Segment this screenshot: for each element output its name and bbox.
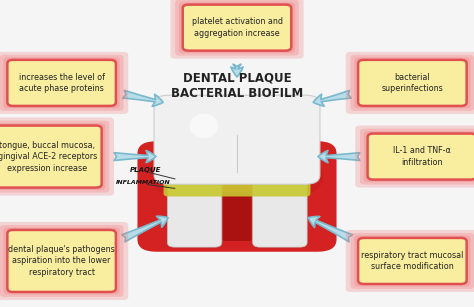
Ellipse shape [269, 157, 323, 196]
FancyBboxPatch shape [368, 134, 474, 180]
FancyBboxPatch shape [167, 177, 222, 247]
FancyBboxPatch shape [253, 177, 307, 247]
FancyBboxPatch shape [4, 57, 119, 108]
Text: dental plaque's pathogens
aspiration into the lower
respiratory tract: dental plaque's pathogens aspiration int… [8, 245, 115, 277]
FancyBboxPatch shape [154, 95, 320, 184]
FancyBboxPatch shape [137, 141, 337, 252]
FancyBboxPatch shape [358, 60, 466, 106]
FancyBboxPatch shape [0, 55, 123, 111]
FancyBboxPatch shape [354, 57, 470, 108]
FancyBboxPatch shape [360, 129, 474, 185]
FancyBboxPatch shape [0, 123, 105, 190]
FancyBboxPatch shape [223, 192, 251, 241]
Text: platelet activation and
aggregation increase: platelet activation and aggregation incr… [191, 17, 283, 38]
FancyBboxPatch shape [0, 225, 123, 297]
FancyBboxPatch shape [0, 222, 128, 300]
FancyBboxPatch shape [364, 131, 474, 182]
FancyBboxPatch shape [350, 233, 474, 289]
FancyBboxPatch shape [182, 5, 291, 51]
FancyBboxPatch shape [0, 121, 109, 192]
FancyBboxPatch shape [350, 55, 474, 111]
FancyBboxPatch shape [8, 230, 116, 292]
Ellipse shape [190, 114, 218, 138]
FancyBboxPatch shape [354, 235, 470, 286]
Text: IL-1 and TNF-α
infiltration: IL-1 and TNF-α infiltration [393, 146, 451, 167]
Text: bacterial
superinfections: bacterial superinfections [382, 73, 443, 93]
FancyBboxPatch shape [0, 126, 101, 188]
Text: tongue, buccal mucosa,
gingival ACE-2 receptors
expression increase: tongue, buccal mucosa, gingival ACE-2 re… [0, 141, 97, 173]
FancyBboxPatch shape [175, 0, 299, 56]
FancyBboxPatch shape [8, 60, 116, 106]
FancyBboxPatch shape [346, 52, 474, 114]
FancyBboxPatch shape [4, 227, 119, 294]
Text: increases the level of
acute phase proteins: increases the level of acute phase prote… [18, 73, 105, 93]
FancyBboxPatch shape [0, 118, 114, 196]
Text: DENTAL PLAQUE
BACTERIAL BIOFILM: DENTAL PLAQUE BACTERIAL BIOFILM [171, 72, 303, 100]
FancyBboxPatch shape [179, 2, 295, 53]
Ellipse shape [151, 157, 205, 196]
FancyBboxPatch shape [0, 52, 128, 114]
FancyBboxPatch shape [355, 126, 474, 188]
Text: PLAQUE: PLAQUE [130, 167, 162, 173]
FancyBboxPatch shape [170, 0, 304, 59]
FancyBboxPatch shape [164, 163, 310, 196]
FancyBboxPatch shape [346, 230, 474, 292]
Text: INFLAMMATION: INFLAMMATION [116, 180, 171, 185]
FancyBboxPatch shape [358, 238, 466, 284]
Text: respiratory tract mucosal
surface modification: respiratory tract mucosal surface modifi… [361, 251, 464, 271]
